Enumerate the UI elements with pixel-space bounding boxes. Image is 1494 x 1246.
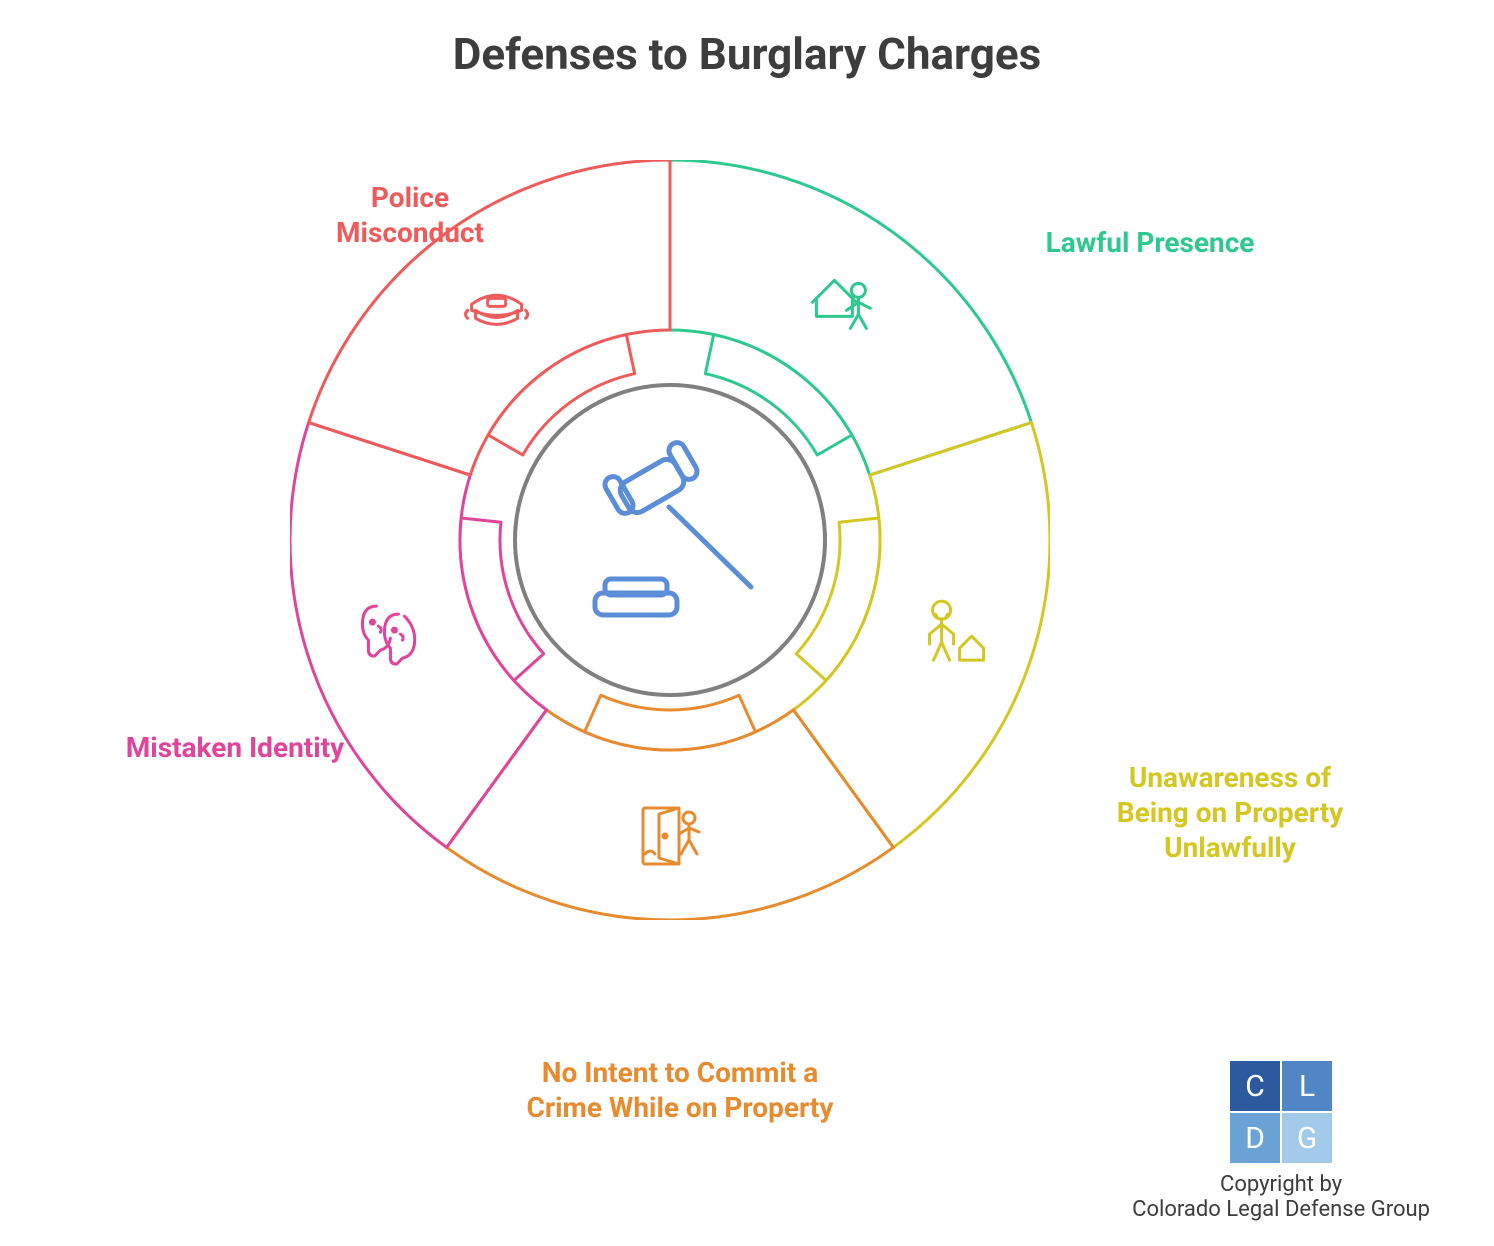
segment-label-3: Mistaken Identity: [95, 730, 375, 765]
segment-label-2: No Intent to Commit a Crime While on Pro…: [520, 1055, 840, 1125]
radial-diagram: [290, 160, 1050, 920]
cldg-logo: C L D G: [1229, 1060, 1333, 1164]
segment-label-0: Lawful Presence: [1020, 225, 1280, 260]
copyright-line1: Copyright by: [1132, 1172, 1430, 1197]
attribution: C L D G Copyright by Colorado Legal Defe…: [1132, 1060, 1430, 1222]
page-title: Defenses to Burglary Charges: [0, 28, 1494, 80]
segment-label-1: Unawareness of Being on Property Unlawfu…: [1090, 760, 1370, 865]
logo-cell: D: [1230, 1113, 1280, 1163]
segment-label-4: Police Misconduct: [300, 180, 520, 250]
copyright-line2: Colorado Legal Defense Group: [1132, 1197, 1430, 1222]
logo-cell: G: [1282, 1113, 1332, 1163]
logo-cell: L: [1282, 1061, 1332, 1111]
diagram-svg: [290, 160, 1050, 920]
logo-cell: C: [1230, 1061, 1280, 1111]
